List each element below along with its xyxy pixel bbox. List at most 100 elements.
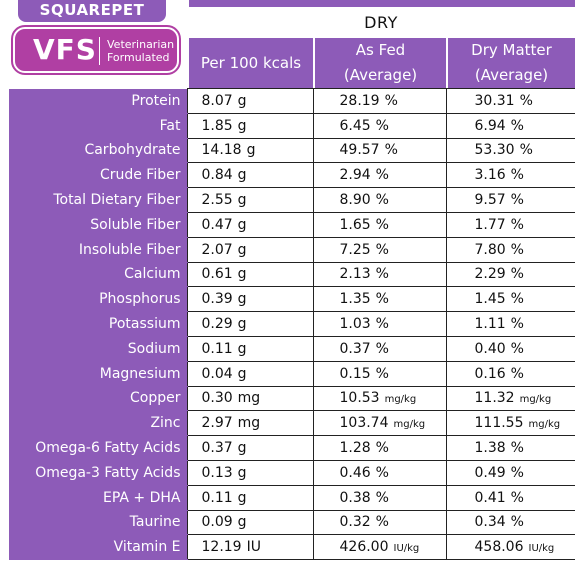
cell-content: 7.80% xyxy=(447,242,524,258)
value-number: 0.04 xyxy=(201,365,233,382)
column-header-asfed: As Fed (Average) xyxy=(313,38,446,88)
cell-content: 53.30% xyxy=(447,142,533,158)
value-number: 0.13 xyxy=(201,464,233,481)
value-number: 1.45 xyxy=(474,291,506,308)
per100-cell: 0.13 g xyxy=(186,459,314,486)
nutrient-name: Vitamin E xyxy=(9,534,187,561)
column-header-drymatter: Dry Matter (Average) xyxy=(446,38,575,88)
value-unit: IU xyxy=(246,539,261,556)
cell-content: 2.29% xyxy=(447,266,524,282)
cell-content: 1.77% xyxy=(447,217,524,233)
value-number: 0.34 xyxy=(474,514,506,531)
value-number: 0.38 xyxy=(339,489,371,506)
asfed-cell: 426.00 IU/kg xyxy=(312,534,447,561)
value-number: 7.80 xyxy=(474,241,506,258)
value-unit: % xyxy=(375,365,389,382)
value-number: 1.85 xyxy=(201,117,233,134)
table-row: EPA + DHA 0.11 g 0.38% 0.41% xyxy=(9,484,575,511)
table-title-bar xyxy=(187,0,575,7)
per100-cell: 0.47 g xyxy=(186,211,314,238)
value-unit: g xyxy=(237,266,247,283)
value-unit: % xyxy=(375,167,389,184)
cell-content: 0.39 g xyxy=(188,291,247,307)
value-unit: % xyxy=(510,291,524,308)
cell-content: 11.32 mg/kg xyxy=(447,390,552,406)
value-number: 0.49 xyxy=(474,464,506,481)
value-number: 0.09 xyxy=(201,514,233,531)
nutrient-table: Protein 8.07 g 28.19% 30.31% Fat 1.85 g 6.45% 6.9… xyxy=(9,88,575,561)
cell-content: 0.84 g xyxy=(188,167,247,183)
value-number: 0.41 xyxy=(474,489,506,506)
cell-content: 30.31% xyxy=(447,93,533,109)
asfed-cell: 2.13% xyxy=(312,261,447,288)
cell-content: 0.37 g xyxy=(188,440,247,456)
per100-cell: 0.29 g xyxy=(186,311,314,337)
value-number: 1.28 xyxy=(339,440,371,457)
value-unit: % xyxy=(375,489,389,506)
cell-content: 1.45% xyxy=(447,291,524,307)
drymatter-cell: 0.41% xyxy=(445,484,575,511)
cell-content: 2.07 g xyxy=(188,242,247,258)
value-number: 2.55 xyxy=(201,192,233,209)
per100-cell: 2.07 g xyxy=(186,236,314,263)
drymatter-cell: 0.49% xyxy=(445,459,575,486)
value-unit: mg/kg xyxy=(519,394,552,406)
value-number: 1.38 xyxy=(474,440,506,457)
table-row: Copper 0.30 mg 10.53 mg/kg 11.32 mg/kg xyxy=(9,385,575,412)
nutrient-name: Potassium xyxy=(9,311,187,337)
per100-cell: 0.39 g xyxy=(186,286,314,313)
cell-content: 1.35% xyxy=(314,291,389,307)
value-unit: g xyxy=(237,117,247,134)
cell-content: 0.11 g xyxy=(188,490,247,506)
value-unit: % xyxy=(510,192,524,209)
value-number: 30.31 xyxy=(474,92,515,109)
badge-divider xyxy=(99,37,100,65)
cell-content: 0.41% xyxy=(447,490,524,506)
value-number: 0.29 xyxy=(201,316,233,333)
table-row: Carbohydrate 14.18 g 49.57% 53.30% xyxy=(9,137,575,164)
value-unit: % xyxy=(510,117,524,134)
per100-cell: 0.30 mg xyxy=(186,385,314,412)
asfed-cell: 1.65% xyxy=(312,211,447,238)
cell-content: 6.45% xyxy=(314,118,389,134)
vfs-mark: VFS xyxy=(33,33,97,66)
table-row: Fat 1.85 g 6.45% 6.94% xyxy=(9,112,575,139)
nutrient-name: EPA + DHA xyxy=(9,485,187,511)
brand-wordmark: SQUAREPET xyxy=(18,0,166,22)
value-number: 0.30 xyxy=(201,390,233,407)
drymatter-cell: 458.06 IU/kg xyxy=(445,534,575,561)
value-number: 103.74 xyxy=(339,415,389,432)
per100-cell: 0.09 g xyxy=(186,509,314,536)
value-number: 7.25 xyxy=(339,241,371,258)
value-unit: g xyxy=(237,167,247,184)
value-number: 426.00 xyxy=(339,539,389,556)
drymatter-cell: 1.38% xyxy=(445,435,575,461)
drymatter-cell: 3.16% xyxy=(445,162,575,189)
cell-content: 8.90% xyxy=(314,192,389,208)
value-number: 0.39 xyxy=(201,291,233,308)
drymatter-cell: 1.77% xyxy=(445,211,575,238)
column-header-label: Dry Matter xyxy=(471,41,552,59)
drymatter-cell: 0.40% xyxy=(445,335,575,362)
value-unit: % xyxy=(375,216,389,233)
table-row: Phosphorus 0.39 g 1.35% 1.45% xyxy=(9,286,575,313)
cell-content: 1.11% xyxy=(447,316,524,332)
nutrient-name: Insoluble Fiber xyxy=(9,237,187,263)
value-unit: mg/kg xyxy=(393,419,426,431)
cell-content: 0.09 g xyxy=(188,514,247,530)
cell-content: 0.29 g xyxy=(188,316,247,332)
value-unit: g xyxy=(237,340,247,357)
value-unit: % xyxy=(510,241,524,258)
table-row: Crude Fiber 0.84 g 2.94% 3.16% xyxy=(9,162,575,189)
group-header-dry: DRY xyxy=(187,7,575,38)
cell-content: 1.85 g xyxy=(188,118,247,134)
cell-content: 0.46% xyxy=(314,465,389,481)
drymatter-cell: 53.30% xyxy=(445,137,575,164)
value-number: 1.65 xyxy=(339,216,371,233)
value-unit: mg/kg xyxy=(384,394,417,406)
table-row: Soluble Fiber 0.47 g 1.65% 1.77% xyxy=(9,211,575,238)
cell-content: 0.47 g xyxy=(188,217,247,233)
value-unit: % xyxy=(510,216,524,233)
cell-content: 0.11 g xyxy=(188,341,247,357)
asfed-cell: 0.46% xyxy=(312,459,447,486)
